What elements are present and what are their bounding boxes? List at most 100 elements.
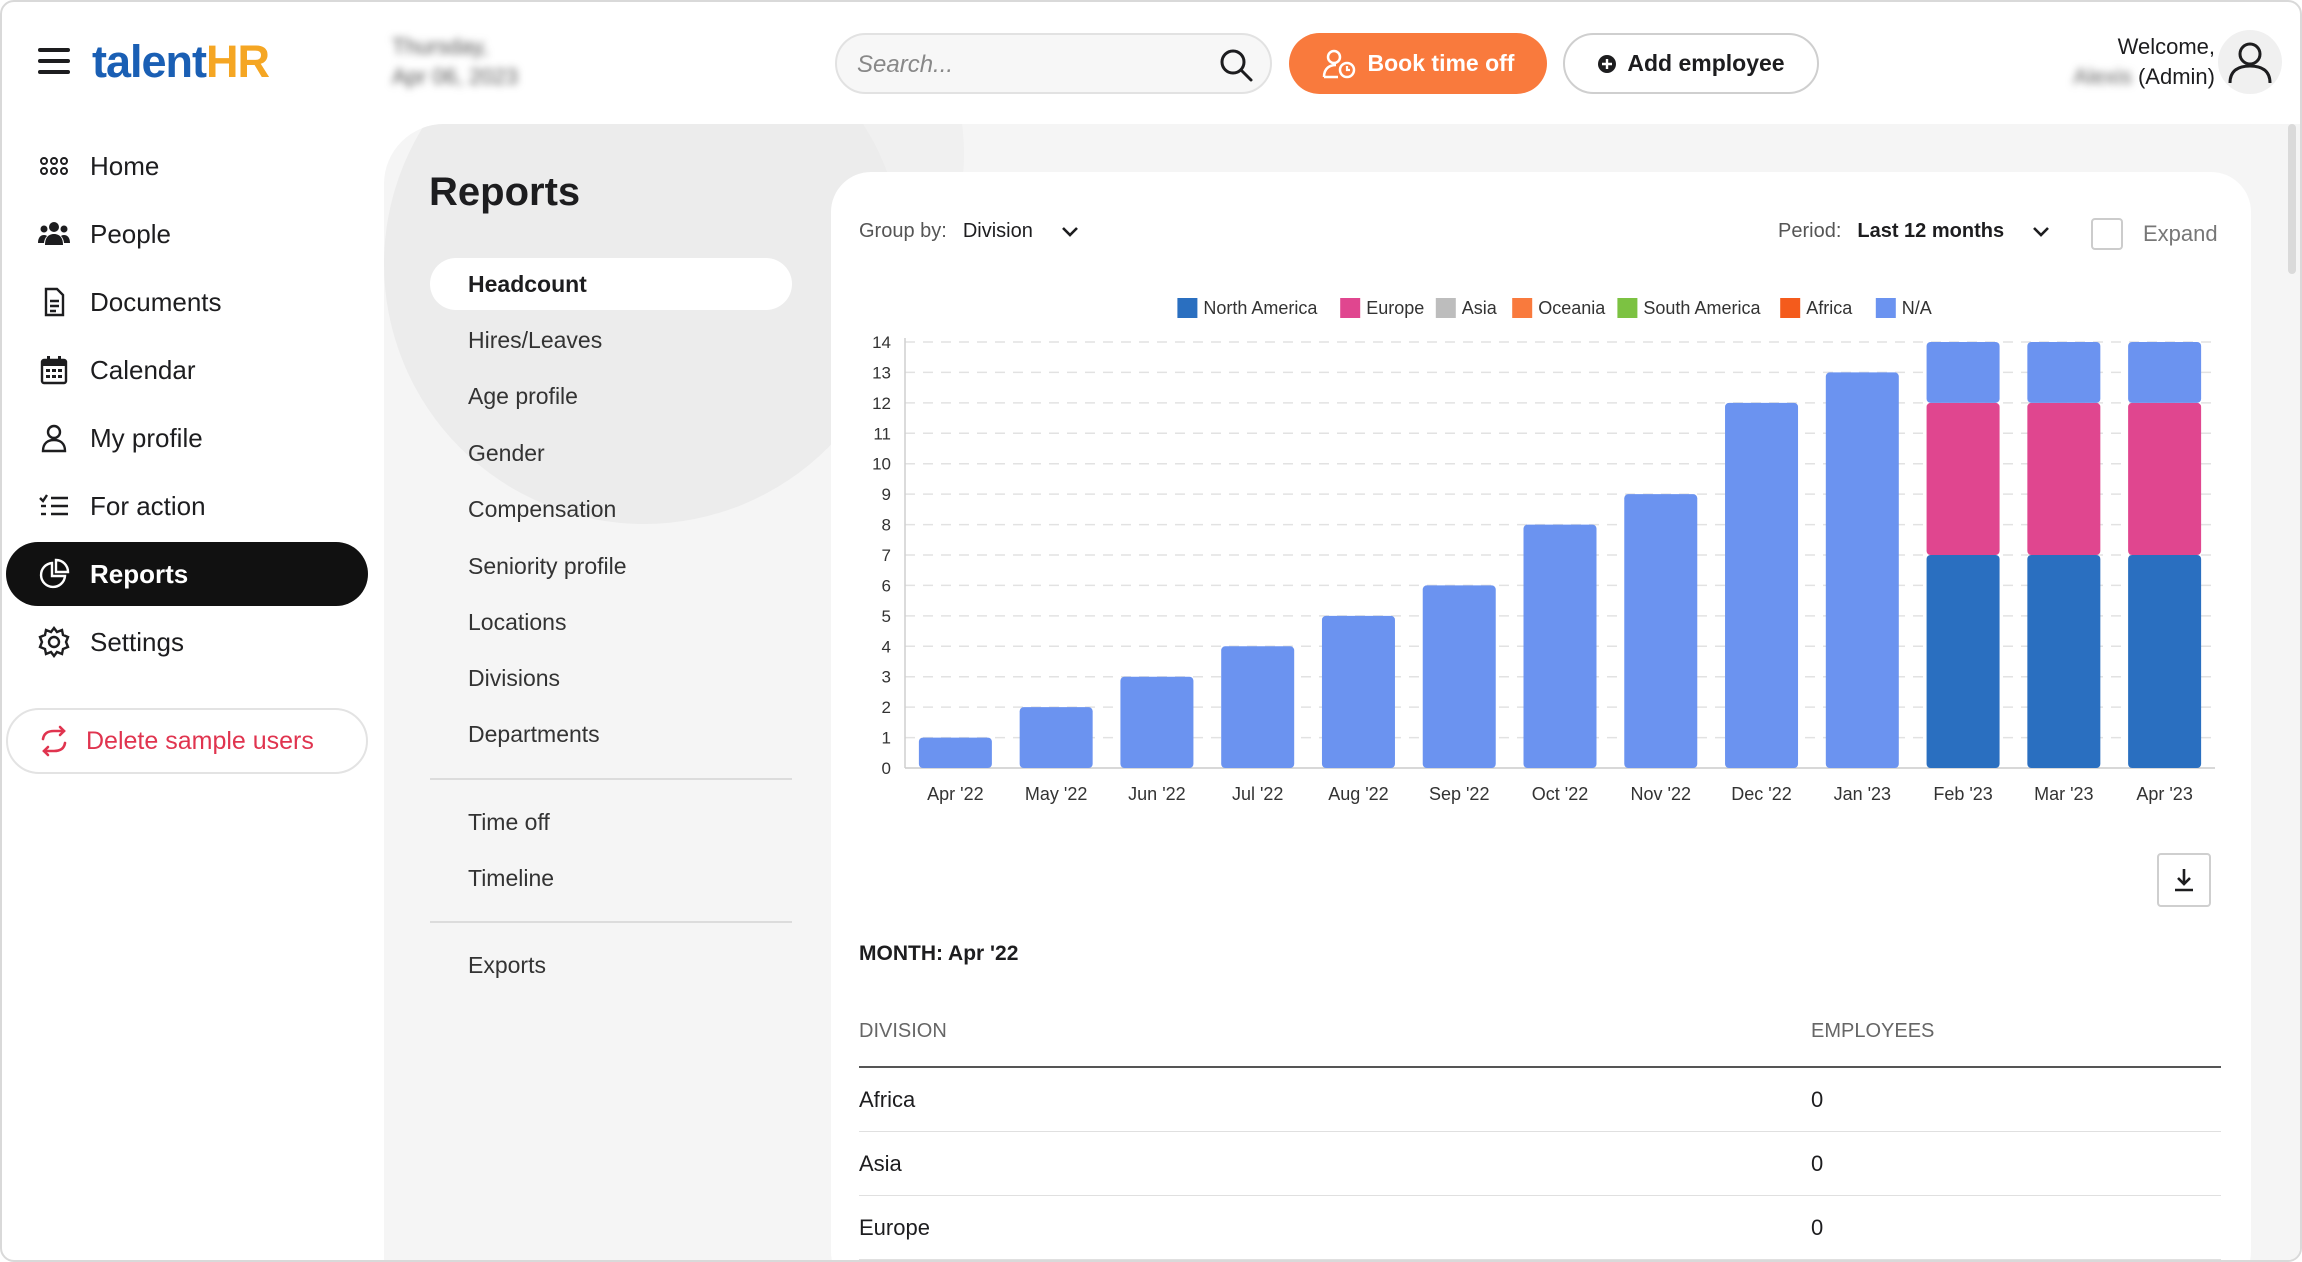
employees-cell: 0 — [1811, 1086, 1824, 1112]
y-tick-label: 14 — [872, 333, 891, 352]
report-menu-timeline[interactable]: Timeline — [468, 864, 555, 891]
legend-swatch — [1435, 298, 1456, 318]
legend-swatch — [1340, 298, 1361, 318]
table-row: Asia 0 — [859, 1132, 2221, 1196]
sidebar-item-label: Settings — [90, 626, 184, 657]
x-tick-label: Jun '22 — [1128, 784, 1185, 804]
legend-swatch — [1617, 298, 1638, 318]
report-menu-gender[interactable]: Gender — [468, 439, 545, 466]
y-tick-label: 4 — [882, 637, 891, 656]
search-input[interactable] — [857, 47, 1187, 83]
x-tick-label: Jan '23 — [1834, 784, 1891, 804]
menu-divider — [430, 778, 792, 780]
page-scrollbar[interactable] — [2288, 124, 2296, 274]
report-menu-departments[interactable]: Departments — [468, 720, 600, 747]
y-tick-label: 8 — [882, 516, 891, 535]
division-cell: Africa — [859, 1086, 916, 1112]
table-row: Africa 0 — [859, 1068, 2221, 1132]
bar-segment-n-a — [1321, 615, 1395, 768]
sidebar-item-reports[interactable]: Reports — [6, 542, 368, 606]
report-menu-headcount[interactable]: Headcount — [430, 258, 792, 310]
report-menu-hires-leaves[interactable]: Hires/Leaves — [468, 326, 603, 353]
checklist-icon — [39, 494, 68, 516]
delete-sample-users-button[interactable]: Delete sample users — [6, 708, 368, 774]
x-tick-label: Nov '22 — [1631, 784, 1691, 804]
column-header-employees: EMPLOYEES — [1811, 1019, 1935, 1042]
sidebar-item-settings[interactable]: Settings — [6, 610, 368, 674]
document-icon — [44, 287, 65, 317]
sidebar-item-for-action[interactable]: For action — [6, 474, 368, 538]
y-tick-label: 3 — [882, 668, 891, 687]
report-menu-locations[interactable]: Locations — [468, 608, 567, 635]
bar-segment-n-a — [1825, 372, 1899, 768]
date-weekday: Thursday, — [392, 34, 489, 59]
chevron-down-icon — [2033, 226, 2049, 237]
sidebar-item-label: People — [90, 218, 171, 249]
y-tick-label: 0 — [882, 759, 891, 778]
book-time-off-label: Book time off — [1367, 50, 1515, 76]
grid-icon — [40, 157, 68, 175]
y-tick-label: 10 — [872, 455, 891, 474]
plus-circle-icon — [1598, 54, 1617, 73]
sidebar-item-my-profile[interactable]: My profile — [6, 406, 368, 470]
legend-label: North America — [1203, 298, 1318, 318]
sidebar-item-label: Calendar — [90, 354, 196, 385]
delete-sample-label: Delete sample users — [86, 726, 314, 755]
hamburger-menu-icon[interactable] — [38, 48, 70, 74]
bar-segment-n-a — [2128, 342, 2202, 403]
report-menu-divisions[interactable]: Divisions — [468, 664, 561, 691]
sidebar-item-people[interactable]: People — [6, 202, 368, 266]
bar-segment-n-a — [1725, 402, 1799, 768]
user-role: (Admin) — [2137, 64, 2215, 89]
expand-toggle: Expand — [2091, 218, 2218, 250]
download-button[interactable] — [2157, 853, 2211, 907]
group-by-control: Group by: Division — [859, 220, 1079, 243]
sidebar-item-label: For action — [90, 490, 206, 521]
report-menu-seniority-profile[interactable]: Seniority profile — [468, 552, 627, 579]
y-tick-label: 2 — [882, 698, 891, 717]
legend-label: South America — [1643, 298, 1761, 318]
sidebar-item-calendar[interactable]: Calendar — [6, 338, 368, 402]
sidebar-item-home[interactable]: Home — [6, 134, 368, 198]
legend-label: Europe — [1366, 298, 1424, 318]
user-icon — [41, 424, 67, 453]
y-tick-label: 12 — [872, 394, 891, 413]
talenthr-logo[interactable]: talentHR — [92, 36, 270, 87]
bar-segment-n-a — [1624, 494, 1698, 768]
download-icon — [2175, 869, 2193, 892]
y-tick-label: 13 — [872, 363, 891, 382]
user-name: Alexis — [2073, 64, 2132, 89]
period-control: Period: Last 12 months — [1778, 220, 2050, 243]
bar-segment-n-a — [1926, 342, 2000, 403]
welcome-block: Welcome, Alexis (Admin) — [2073, 32, 2215, 92]
sidebar-item-label: Home — [90, 150, 160, 181]
period-select[interactable]: Last 12 months — [1857, 220, 2050, 243]
sidebar-item-documents[interactable]: Documents — [6, 270, 368, 334]
month-title: MONTH: Apr '22 — [859, 942, 1019, 965]
y-tick-label: 5 — [882, 607, 891, 626]
avatar[interactable] — [2218, 30, 2282, 94]
report-menu-compensation[interactable]: Compensation — [468, 495, 617, 522]
refresh-icon — [41, 725, 67, 757]
y-tick-label: 6 — [882, 576, 891, 595]
x-tick-label: Mar '23 — [2034, 784, 2093, 804]
table-header: DIVISION EMPLOYEES — [859, 996, 2221, 1068]
people-icon — [38, 222, 70, 245]
bar-segment-n-a — [1422, 585, 1496, 768]
expand-checkbox[interactable] — [2091, 218, 2123, 250]
x-tick-label: Dec '22 — [1731, 784, 1791, 804]
search-icon[interactable] — [1216, 45, 1256, 85]
report-menu-exports[interactable]: Exports — [468, 951, 546, 978]
legend-label: Oceania — [1538, 298, 1606, 318]
group-by-select[interactable]: Division — [963, 220, 1079, 243]
add-employee-button[interactable]: Add employee — [1563, 33, 1819, 94]
period-label: Period: — [1778, 220, 1842, 242]
welcome-text: Welcome, — [2117, 34, 2215, 59]
book-time-off-button[interactable]: Book time off — [1289, 33, 1547, 94]
legend-swatch — [1780, 298, 1801, 318]
search-box[interactable] — [835, 33, 1272, 94]
avatar-user-icon — [2228, 42, 2272, 84]
x-tick-label: May '22 — [1025, 784, 1087, 804]
report-menu-time-off[interactable]: Time off — [468, 808, 550, 835]
report-menu-age-profile[interactable]: Age profile — [468, 382, 578, 409]
